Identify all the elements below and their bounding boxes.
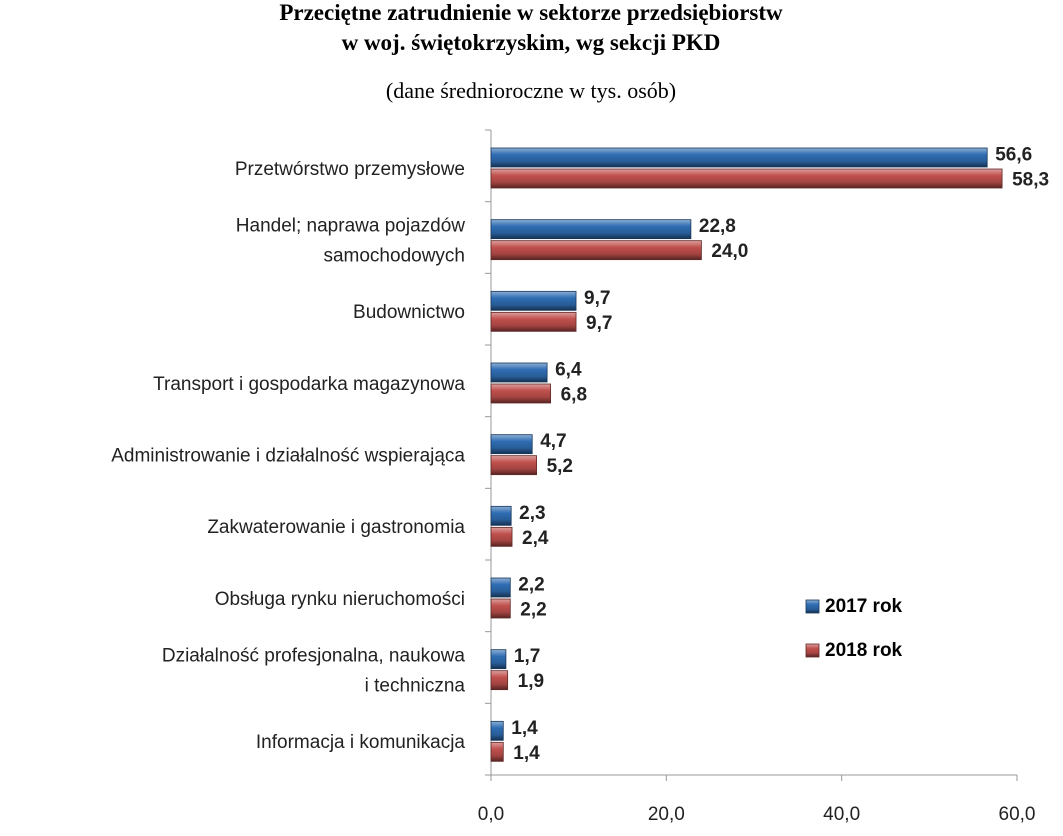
legend-swatch <box>805 599 820 614</box>
bar <box>490 455 537 476</box>
value-label: 22,8 <box>699 216 736 237</box>
value-label: 1,9 <box>518 671 544 692</box>
bar <box>490 311 577 332</box>
value-label: 9,7 <box>584 288 610 309</box>
value-label: 56,6 <box>995 145 1032 166</box>
category-label: Przetwórstwo przemysłowe <box>235 159 465 180</box>
value-label: 6,8 <box>561 385 587 406</box>
value-label: 6,4 <box>555 360 582 381</box>
bar <box>490 434 533 455</box>
value-label: 58,3 <box>1012 170 1049 191</box>
legend-label: 2017 rok <box>825 596 903 617</box>
value-label: 24,0 <box>711 241 748 262</box>
bar <box>490 505 512 526</box>
value-label: 9,7 <box>586 313 612 334</box>
bar <box>490 577 511 598</box>
bar <box>490 526 513 547</box>
category-label: Handel; naprawa pojazdów samochodowych <box>236 216 465 267</box>
value-label: 2,2 <box>520 600 546 621</box>
category-label: Informacja i komunikacja <box>256 732 466 753</box>
bar <box>490 290 577 311</box>
value-label: 1,4 <box>513 743 540 764</box>
bar <box>490 219 692 240</box>
chart-title: Przeciętne zatrudnienie w sektorze przed… <box>279 0 783 55</box>
value-label: 1,4 <box>511 718 538 739</box>
category-label: Transport i gospodarka magazynowa <box>153 374 465 395</box>
bar <box>490 598 511 619</box>
bar <box>490 649 507 670</box>
x-tick-label: 40,0 <box>823 804 860 825</box>
x-tick-label: 60,0 <box>999 804 1036 825</box>
bar <box>490 741 504 762</box>
value-label: 2,4 <box>522 528 549 549</box>
value-label: 4,7 <box>540 431 566 452</box>
bar <box>490 240 702 261</box>
value-label: 2,2 <box>518 575 544 596</box>
chart-subtitle: (dane średnioroczne w tys. osób) <box>386 78 676 103</box>
bar <box>490 168 1003 189</box>
x-tick-label: 0,0 <box>478 804 504 825</box>
category-label: Działalność profesjonalna, naukowa i tech… <box>162 646 466 697</box>
value-label: 2,3 <box>519 503 545 524</box>
category-label: Budownictwo <box>353 302 465 323</box>
value-label: 1,7 <box>514 646 540 667</box>
value-label: 5,2 <box>547 456 573 477</box>
bar <box>490 383 552 404</box>
legend-label: 2018 rok <box>825 640 903 661</box>
bar <box>490 720 504 741</box>
category-label: Obsługa rynku nieruchomości <box>215 589 465 610</box>
category-label: Administrowanie i działalność wspierając… <box>111 446 465 467</box>
x-tick-label: 20,0 <box>648 804 685 825</box>
bar <box>490 362 548 383</box>
bar <box>490 147 988 168</box>
category-label: Zakwaterowanie i gastronomia <box>207 517 465 538</box>
bar <box>490 670 509 691</box>
legend-swatch <box>805 643 820 658</box>
